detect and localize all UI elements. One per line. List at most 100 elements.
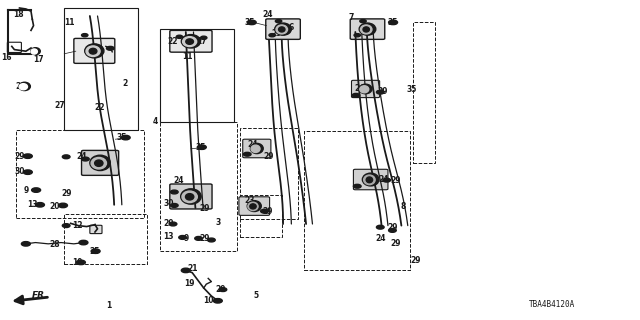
Ellipse shape (186, 39, 193, 44)
Ellipse shape (90, 155, 110, 171)
Text: 28: 28 (49, 240, 60, 249)
Text: 27: 27 (54, 101, 65, 110)
Ellipse shape (84, 44, 104, 58)
Ellipse shape (359, 23, 376, 35)
Ellipse shape (86, 46, 100, 56)
Ellipse shape (247, 201, 261, 212)
Text: 4: 4 (152, 117, 157, 126)
Bar (64, 8, 138, 130)
Text: 19: 19 (184, 279, 195, 288)
Circle shape (23, 154, 32, 158)
Circle shape (195, 236, 202, 240)
Text: 29: 29 (387, 223, 397, 232)
Circle shape (353, 184, 361, 188)
Text: 1: 1 (106, 301, 111, 310)
Text: 24: 24 (173, 176, 184, 185)
Text: 26: 26 (15, 82, 26, 91)
Ellipse shape (89, 48, 97, 54)
Circle shape (388, 228, 396, 232)
Circle shape (58, 203, 67, 208)
Circle shape (106, 46, 114, 50)
Circle shape (376, 225, 384, 229)
Text: 10: 10 (203, 296, 214, 305)
Ellipse shape (364, 175, 375, 185)
Circle shape (247, 20, 256, 25)
Text: 29: 29 (262, 207, 273, 216)
Ellipse shape (275, 23, 291, 35)
Ellipse shape (276, 25, 287, 34)
Text: 29: 29 (411, 256, 421, 265)
Text: 22: 22 (168, 37, 179, 46)
Circle shape (35, 203, 44, 207)
Ellipse shape (186, 194, 194, 200)
Ellipse shape (180, 189, 201, 204)
Circle shape (76, 260, 85, 265)
Bar (160, 29, 234, 122)
Ellipse shape (359, 84, 372, 94)
Ellipse shape (360, 25, 372, 34)
Ellipse shape (31, 49, 37, 54)
FancyBboxPatch shape (243, 139, 271, 158)
Text: 29: 29 (390, 239, 401, 248)
Text: 30: 30 (163, 199, 174, 208)
Text: 20: 20 (163, 220, 174, 228)
FancyBboxPatch shape (239, 197, 269, 215)
Ellipse shape (363, 27, 369, 32)
Text: 21: 21 (187, 264, 198, 273)
Text: 13: 13 (163, 232, 174, 241)
Bar (16, 130, 144, 218)
Circle shape (170, 190, 178, 194)
Circle shape (354, 34, 360, 37)
Ellipse shape (19, 84, 28, 90)
Text: 29: 29 (61, 189, 72, 198)
Ellipse shape (278, 27, 285, 32)
Text: 22: 22 (94, 103, 105, 112)
Text: 3: 3 (215, 218, 220, 227)
Circle shape (62, 155, 70, 159)
Circle shape (200, 36, 207, 39)
Text: 9: 9 (23, 186, 29, 195)
Circle shape (81, 157, 89, 161)
Text: 29: 29 (264, 152, 274, 161)
Text: 29: 29 (271, 29, 282, 38)
Text: 35: 35 (195, 143, 205, 152)
Circle shape (383, 178, 390, 182)
Text: 18: 18 (13, 10, 24, 19)
Text: 6: 6 (289, 23, 294, 32)
Circle shape (260, 209, 268, 213)
Circle shape (243, 152, 251, 156)
Text: 20: 20 (49, 202, 60, 211)
Text: 8: 8 (401, 202, 406, 211)
Ellipse shape (250, 204, 256, 209)
Bar (240, 195, 282, 237)
Circle shape (360, 20, 366, 23)
Text: 5: 5 (253, 292, 259, 300)
Ellipse shape (95, 160, 103, 166)
Ellipse shape (19, 82, 30, 91)
Text: 35: 35 (116, 133, 127, 142)
Bar (413, 22, 435, 163)
Text: 9: 9 (183, 234, 188, 243)
Text: 7: 7 (348, 13, 353, 22)
Bar (240, 128, 298, 219)
Circle shape (79, 240, 88, 245)
Text: 29: 29 (200, 234, 211, 243)
Text: 35: 35 (244, 18, 255, 27)
Ellipse shape (182, 37, 196, 46)
Text: 29: 29 (378, 87, 388, 96)
Circle shape (169, 222, 177, 226)
Text: 27: 27 (196, 37, 207, 46)
FancyBboxPatch shape (90, 225, 102, 234)
Text: 24: 24 (76, 152, 87, 161)
Bar (160, 122, 237, 251)
FancyBboxPatch shape (351, 80, 380, 98)
Text: TBA4B4120A: TBA4B4120A (529, 300, 575, 309)
Text: 35: 35 (406, 85, 417, 94)
Text: 11: 11 (182, 52, 193, 60)
Text: 16: 16 (1, 53, 12, 62)
Circle shape (179, 236, 186, 239)
Ellipse shape (362, 173, 379, 186)
Bar (64, 214, 147, 264)
Circle shape (62, 224, 70, 228)
Ellipse shape (182, 191, 197, 203)
